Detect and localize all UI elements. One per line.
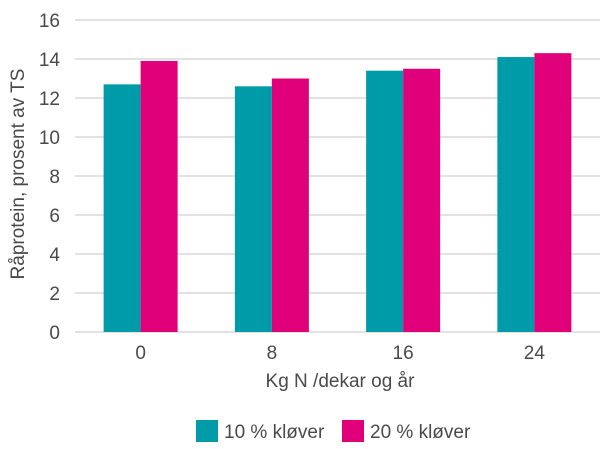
y-tick-label: 12 xyxy=(39,89,60,110)
legend: 10 % kløver 20 % kløver xyxy=(196,420,471,443)
y-tick-labels: 0 2 4 6 8 10 12 14 16 xyxy=(39,11,61,344)
x-tick-labels: 0 8 16 24 xyxy=(135,343,545,364)
y-tick-label: 10 xyxy=(39,128,60,149)
y-tick-label: 14 xyxy=(39,50,61,71)
legend-label-series-2: 20 % kløver xyxy=(370,422,471,443)
bar-series-2-cat-16 xyxy=(403,68,441,332)
x-tick-label: 0 xyxy=(135,343,146,364)
x-tick-label: 24 xyxy=(524,343,546,364)
y-tick-label: 6 xyxy=(49,206,60,227)
bar-series-2-cat-8 xyxy=(271,78,309,332)
y-axis-title: Råprotein, prosent av TS xyxy=(8,69,29,280)
legend-swatch-series-1 xyxy=(196,420,218,442)
x-axis-title: Kg N /dekar og år xyxy=(266,371,416,392)
legend-swatch-series-2 xyxy=(342,420,364,442)
bars xyxy=(103,53,572,333)
bar-series-1-cat-16 xyxy=(366,70,404,332)
y-tick-label: 0 xyxy=(49,323,60,344)
bar-series-2-cat-0 xyxy=(140,60,178,332)
y-tick-label: 8 xyxy=(49,167,60,188)
bar-series-1-cat-8 xyxy=(234,86,272,332)
x-tick-label: 8 xyxy=(267,343,278,364)
y-tick-label: 2 xyxy=(49,284,60,305)
y-tick-label: 16 xyxy=(39,11,60,32)
bar-series-1-cat-0 xyxy=(103,84,141,332)
y-tick-label: 4 xyxy=(49,245,60,266)
bar-series-1-cat-24 xyxy=(497,57,535,333)
x-tick-label: 16 xyxy=(393,343,414,364)
bar-series-2-cat-24 xyxy=(534,53,572,333)
legend-label-series-1: 10 % kløver xyxy=(224,422,325,443)
